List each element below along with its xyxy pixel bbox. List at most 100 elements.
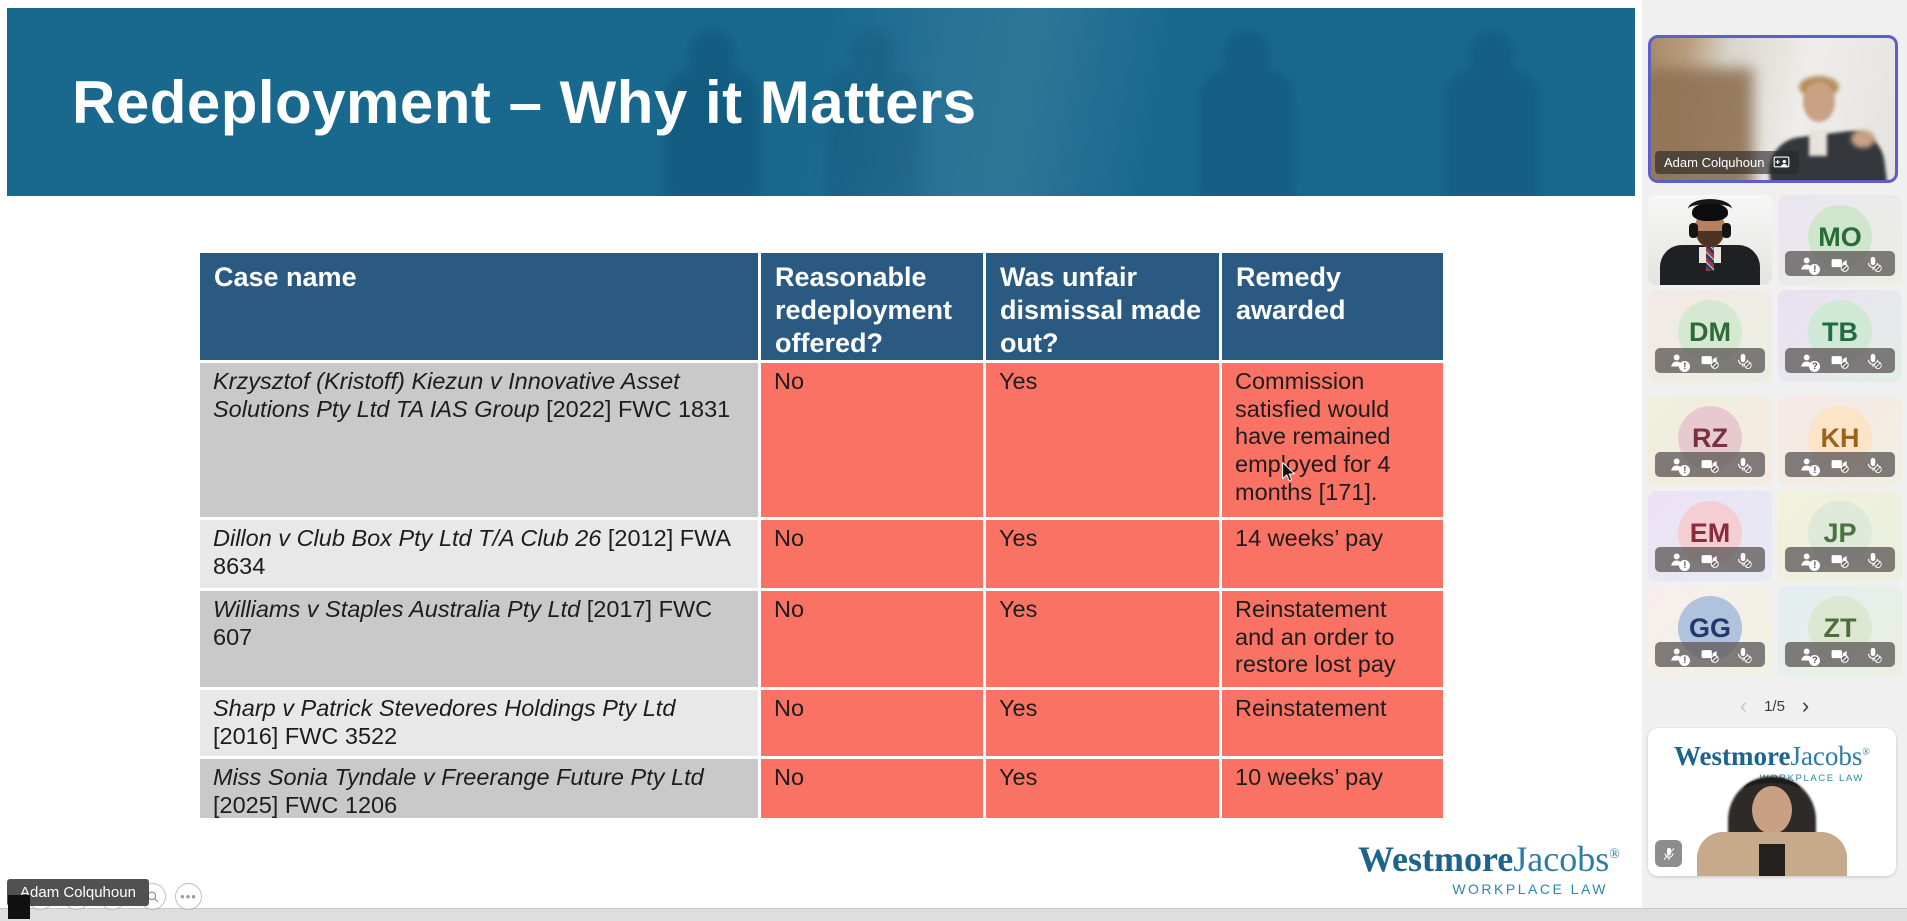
table-cell-remedy: 10 weeks’ pay <box>1222 759 1443 818</box>
mic-off-icon <box>1863 550 1883 570</box>
person-status-icon: ! <box>1667 550 1691 571</box>
participant-tile[interactable]: TB ? <box>1778 290 1902 382</box>
mic-off-icon <box>1733 550 1753 570</box>
table-cell-offered: No <box>761 520 983 588</box>
participant-status-bar: ? <box>1785 642 1895 667</box>
table-cell-unfair: Yes <box>986 591 1219 687</box>
mic-muted-indicator <box>1655 840 1682 867</box>
case-table: Case name Reasonable redeployment offere… <box>200 253 1443 818</box>
column-header-case: Case name <box>200 253 758 360</box>
participants-pagination: ‹ 1/5 › <box>1642 693 1907 718</box>
table-cell-unfair: Yes <box>986 690 1219 756</box>
camera-off-icon <box>1700 455 1720 475</box>
table-cell-case: Dillon v Club Box Pty Ltd T/A Club 26 [2… <box>200 520 758 588</box>
table-cell-remedy: Reinstatement and an order to restore lo… <box>1222 591 1443 687</box>
participant-status-bar: ! <box>1785 251 1895 276</box>
table-cell-remedy: Reinstatement <box>1222 690 1443 756</box>
table-cell-offered: No <box>761 759 983 818</box>
headphones <box>1688 199 1732 219</box>
column-header-offered: Reasonable redeployment offered? <box>761 253 983 360</box>
light-band-decoration <box>787 8 1207 196</box>
participants-sidebar: Adam Colquhoun MO ! DM <box>1642 0 1907 908</box>
camera-off-icon <box>1830 455 1850 475</box>
column-header-unfair: Was unfair dismissal made out? <box>986 253 1219 360</box>
participant-status-bar: ! <box>1785 547 1895 572</box>
speaker-video <box>1803 82 1835 122</box>
slide-title-band: Redeployment – Why it Matters <box>7 8 1635 196</box>
mic-muted-icon <box>1663 847 1674 860</box>
corner-block <box>8 895 30 919</box>
person-status-icon: ! <box>1667 351 1691 372</box>
person-status-icon: ? <box>1797 351 1821 372</box>
brand-logo: WestmoreJacobs® <box>1673 741 1871 771</box>
slide-title: Redeployment – Why it Matters <box>72 68 977 136</box>
person-status-icon: ! <box>1667 455 1691 476</box>
mic-off-icon <box>1733 645 1753 665</box>
mic-off-icon <box>1863 254 1883 274</box>
table-cell-remedy: 14 weeks’ pay <box>1222 520 1443 588</box>
participant-status-bar: ! <box>1655 452 1765 477</box>
person-status-icon: ! <box>1797 254 1821 275</box>
table-cell-offered: No <box>761 591 983 687</box>
slide-logo-tagline: WORKPLACE LAW <box>1452 881 1608 897</box>
mic-off-icon <box>1733 455 1753 475</box>
person-status-icon: ? <box>1797 645 1821 666</box>
mic-off-icon <box>1863 351 1883 371</box>
presenting-icon <box>1774 155 1790 167</box>
participant-status-bar: ! <box>1655 348 1765 373</box>
column-header-remedy: Remedy awarded <box>1222 253 1443 360</box>
branded-video-tile[interactable]: WestmoreJacobs® WORKPLACE LAW <box>1648 728 1896 876</box>
table-cell-case: Sharp v Patrick Stevedores Holdings Pty … <box>200 690 758 756</box>
table-cell-remedy: Commission satisfied would have remained… <box>1222 363 1443 517</box>
table-cell-case: Krzysztof (Kristoff) Kiezun v Innovative… <box>200 363 758 517</box>
active-speaker-tile[interactable]: Adam Colquhoun <box>1648 35 1898 183</box>
camera-off-icon <box>1830 351 1850 371</box>
table-cell-offered: No <box>761 363 983 517</box>
mic-off-icon <box>1733 351 1753 371</box>
table-cell-case: Williams v Staples Australia Pty Ltd [20… <box>200 591 758 687</box>
headset <box>1743 778 1801 804</box>
table-cell-unfair: Yes <box>986 759 1219 818</box>
camera-off-icon <box>1830 254 1850 274</box>
participant-tile[interactable]: RZ ! <box>1648 396 1772 486</box>
participant-tile[interactable]: GG ! <box>1648 586 1772 676</box>
mic-off-icon <box>1863 455 1883 475</box>
camera-off-icon <box>1700 550 1720 570</box>
speaker-name-bar: Adam Colquhoun <box>1655 151 1800 174</box>
participant-video-tile[interactable] <box>1648 195 1772 285</box>
camera-off-icon <box>1830 645 1850 665</box>
more-options-icon: ••• <box>180 888 197 904</box>
participant-status-bar: ! <box>1655 547 1765 572</box>
brand-logo-tagline: WORKPLACE LAW <box>1759 773 1864 784</box>
participant-video <box>1692 776 1852 876</box>
chevron-right-icon[interactable]: › <box>1801 693 1810 718</box>
table-cell-unfair: Yes <box>986 520 1219 588</box>
participant-status-bar: ? <box>1785 348 1895 373</box>
participant-status-bar: ! <box>1655 642 1765 667</box>
participant-tile[interactable]: KH ! <box>1778 396 1902 486</box>
silhouette-decoration <box>1437 30 1547 196</box>
silhouette-decoration <box>1192 30 1302 196</box>
silhouette-decoration <box>819 30 929 196</box>
speaker-name: Adam Colquhoun <box>1664 155 1765 170</box>
person-status-icon: ! <box>1667 645 1691 666</box>
more-options-button[interactable]: ••• <box>175 883 202 910</box>
participant-tile[interactable]: EM ! <box>1648 491 1772 581</box>
participant-tile[interactable]: ZT ? <box>1778 586 1902 676</box>
slide-footer-logo: WestmoreJacobs® WORKPLACE LAW <box>1358 839 1620 897</box>
participant-status-bar: ! <box>1785 452 1895 477</box>
window-bottom-strip <box>0 908 1907 921</box>
participant-tile[interactable]: MO ! <box>1778 195 1902 285</box>
camera-off-icon <box>1700 351 1720 371</box>
person-status-icon: ! <box>1797 455 1821 476</box>
table-cell-unfair: Yes <box>986 363 1219 517</box>
mouse-cursor-icon <box>1282 462 1296 482</box>
person-status-icon: ! <box>1797 550 1821 571</box>
participant-tile[interactable]: DM ! <box>1648 290 1772 382</box>
table-cell-offered: No <box>761 690 983 756</box>
chevron-left-icon[interactable]: ‹ <box>1739 693 1748 718</box>
camera-off-icon <box>1700 645 1720 665</box>
participant-tile[interactable]: JP ! <box>1778 491 1902 581</box>
page-indicator: 1/5 <box>1764 697 1785 715</box>
mic-off-icon <box>1863 645 1883 665</box>
